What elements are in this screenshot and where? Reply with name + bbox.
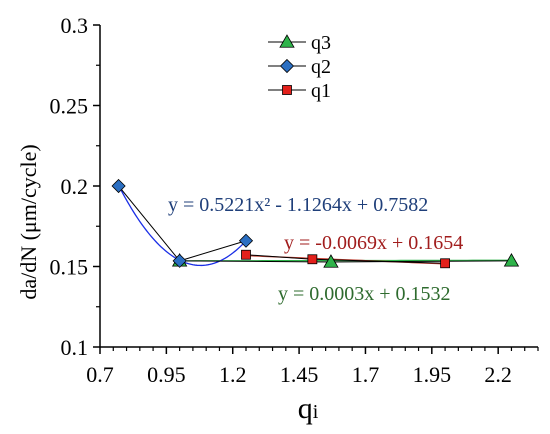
equation-q1: y = -0.0069x + 0.1654: [284, 232, 463, 254]
x-tick-label: 1.2: [219, 362, 247, 387]
y-tick-label: 0.1: [61, 335, 89, 360]
legend-label-q1: q1: [311, 80, 331, 102]
y-tick-label: 0.15: [50, 255, 89, 280]
marker-q1: [241, 249, 251, 260]
marker-q2: [238, 233, 254, 248]
y-tick-label: 0.3: [61, 13, 89, 38]
x-tick-label: 1.95: [413, 362, 452, 387]
x-tick-label: 0.7: [86, 362, 114, 387]
y-axis-title: da/dN (μm/cycle): [16, 144, 41, 299]
equation-q2: y = 0.5221x² - 1.1264x + 0.7582: [168, 194, 428, 216]
x-tick-label: 0.95: [147, 362, 186, 387]
y-tick-label: 0.25: [50, 94, 89, 119]
x-tick-label: 2.2: [484, 362, 512, 387]
x-tick-label: 1.7: [352, 362, 380, 387]
marker-q2: [172, 253, 187, 268]
x-axis-title-sub: i: [313, 401, 319, 423]
marker-q1: [440, 258, 450, 269]
marker-q3: [323, 254, 339, 268]
tick-labels: 0.1 0.15 0.2 0.25 0.3 0.7 0.95 1.2 1.45 1.7 1.95 2.…: [50, 13, 512, 387]
data-markers: [111, 178, 520, 269]
legend-label-q2: q2: [311, 56, 331, 78]
equation-q3: y = 0.0003x + 0.1532: [278, 283, 451, 305]
legend-marker-q3: [279, 34, 295, 48]
axes: [93, 24, 539, 354]
marker-q1: [307, 254, 318, 265]
x-axis-title: qi: [298, 392, 319, 425]
legend-label-q3: q3: [311, 32, 331, 54]
marker-q3: [503, 253, 520, 267]
y-tick-label: 0.2: [61, 174, 89, 199]
x-axis-title-main: q: [298, 392, 313, 425]
legend-marker-q2: [279, 58, 295, 74]
legend-marker-q1: [282, 85, 292, 95]
x-tick-label: 1.45: [280, 362, 319, 387]
marker-q2: [111, 178, 126, 194]
